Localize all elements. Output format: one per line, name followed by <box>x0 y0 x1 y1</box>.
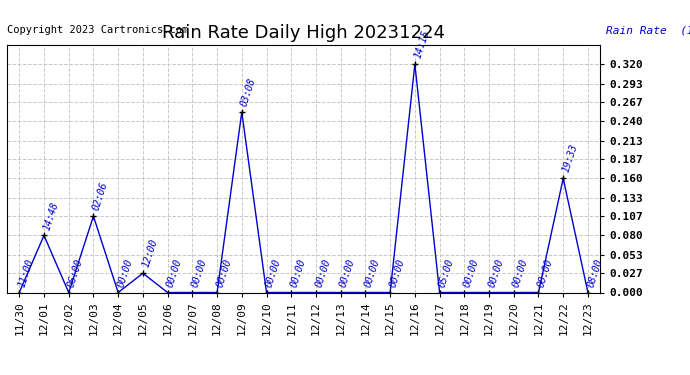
Text: 00:00: 00:00 <box>486 257 505 288</box>
Text: 00:00: 00:00 <box>215 257 233 288</box>
Text: 14:48: 14:48 <box>41 200 60 231</box>
Text: 00:00: 00:00 <box>313 257 332 288</box>
Text: 00:00: 00:00 <box>338 257 357 288</box>
Text: 08:00: 08:00 <box>585 257 604 288</box>
Text: 00:00: 00:00 <box>190 257 208 288</box>
Text: 00:00: 00:00 <box>536 257 555 288</box>
Text: 00:00: 00:00 <box>264 257 283 288</box>
Title: Rain Rate Daily High 20231224: Rain Rate Daily High 20231224 <box>162 24 445 42</box>
Text: 05:00: 05:00 <box>437 257 455 288</box>
Text: 11:00: 11:00 <box>17 257 35 288</box>
Text: 06:00: 06:00 <box>66 257 85 288</box>
Text: 00:00: 00:00 <box>165 257 184 288</box>
Text: Copyright 2023 Cartronics.com: Copyright 2023 Cartronics.com <box>7 25 188 35</box>
Text: 00:00: 00:00 <box>116 257 135 288</box>
Text: 00:00: 00:00 <box>363 257 382 288</box>
Text: 00:00: 00:00 <box>388 257 406 288</box>
Text: 00:00: 00:00 <box>511 257 530 288</box>
Text: 12:00: 12:00 <box>141 238 159 269</box>
Text: 03:08: 03:08 <box>239 77 258 108</box>
Text: 14:15: 14:15 <box>413 29 431 60</box>
Text: 00:00: 00:00 <box>288 257 307 288</box>
Text: 02:06: 02:06 <box>91 181 110 212</box>
Text: 19:33: 19:33 <box>561 143 580 174</box>
Text: Rain Rate  (Inches/Hour): Rain Rate (Inches/Hour) <box>607 25 690 35</box>
Text: 00:00: 00:00 <box>462 257 480 288</box>
